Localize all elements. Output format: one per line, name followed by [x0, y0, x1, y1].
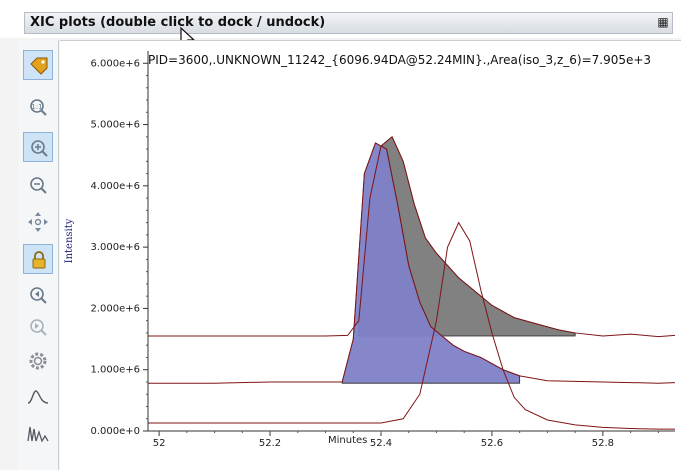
zoom-reset-button[interactable]: 1:1: [23, 92, 53, 122]
restore-window-icon[interactable]: ▦: [657, 15, 669, 29]
svg-text:1:1: 1:1: [31, 103, 42, 111]
tag-tool-button[interactable]: [23, 50, 53, 80]
zoom-out-icon: [30, 177, 47, 194]
zoom-reset-icon: 1:1: [30, 99, 47, 116]
pan-button[interactable]: [23, 207, 53, 237]
y-tick-label: 1.000e+6: [90, 365, 140, 376]
zoom-in-icon: [31, 140, 48, 157]
y-axis-label: Intensity: [64, 218, 75, 263]
single-peak-icon: [27, 390, 49, 404]
xic-plot-panel[interactable]: 0.000e+0 1.000e+6 2.000e+6 3.000e+6 4.000e+6…: [60, 40, 681, 470]
y-tick-label: 4.000e+6: [90, 181, 140, 192]
x-tick-label: 52.2: [259, 438, 281, 449]
previous-icon: [30, 287, 47, 304]
lock-button[interactable]: [23, 244, 53, 274]
x-tick-label: 52.6: [481, 438, 503, 449]
x-tick-label: 52: [153, 438, 166, 449]
xic-trace-1: [148, 142, 676, 384]
y-tick-label: 2.000e+6: [90, 303, 140, 314]
y-tick-label: 6.000e+6: [90, 58, 140, 69]
y-tick-label: 5.000e+6: [90, 120, 140, 131]
y-tick-label: 3.000e+6: [90, 242, 140, 253]
xic-trace-0: [148, 136, 676, 338]
next-icon: [30, 319, 47, 336]
x-tick-label: 52.4: [370, 438, 392, 449]
xic-trace-2: [148, 221, 675, 430]
x-tick-label: 52.8: [592, 438, 614, 449]
settings-button[interactable]: [23, 346, 53, 376]
settings-gear-icon: [29, 352, 47, 370]
previous-button[interactable]: [23, 280, 53, 310]
lock-icon: [32, 251, 46, 269]
pan-move-icon: [28, 212, 48, 232]
tag-icon: [30, 57, 48, 75]
plot-area: 0.000e+0 1.000e+6 2.000e+6 3.000e+6 4.000e+6…: [90, 51, 676, 449]
title-strip[interactable]: [24, 12, 673, 34]
x-axis-label: Minutes: [328, 435, 367, 446]
zoom-in-button[interactable]: [23, 132, 53, 162]
window-title: XIC plots (double click to dock / undock…: [30, 15, 326, 30]
zoom-out-button[interactable]: [23, 170, 53, 200]
plot-toolbar: 1:1: [19, 40, 59, 470]
window-titlebar[interactable]: XIC plots (double click to dock / undock…: [0, 0, 681, 49]
next-button[interactable]: [23, 312, 53, 342]
multi-peak-icon: [27, 426, 49, 443]
single-peak-button[interactable]: [23, 382, 53, 412]
chart-title: PID=3600,.UNKNOWN_11242_{6096.94DA@52.24…: [148, 53, 651, 67]
y-tick-label: 0.000e+0: [90, 426, 140, 437]
multi-peak-button[interactable]: [23, 418, 53, 448]
xic-chart[interactable]: 0.000e+0 1.000e+6 2.000e+6 3.000e+6 4.000e+6…: [60, 41, 681, 471]
